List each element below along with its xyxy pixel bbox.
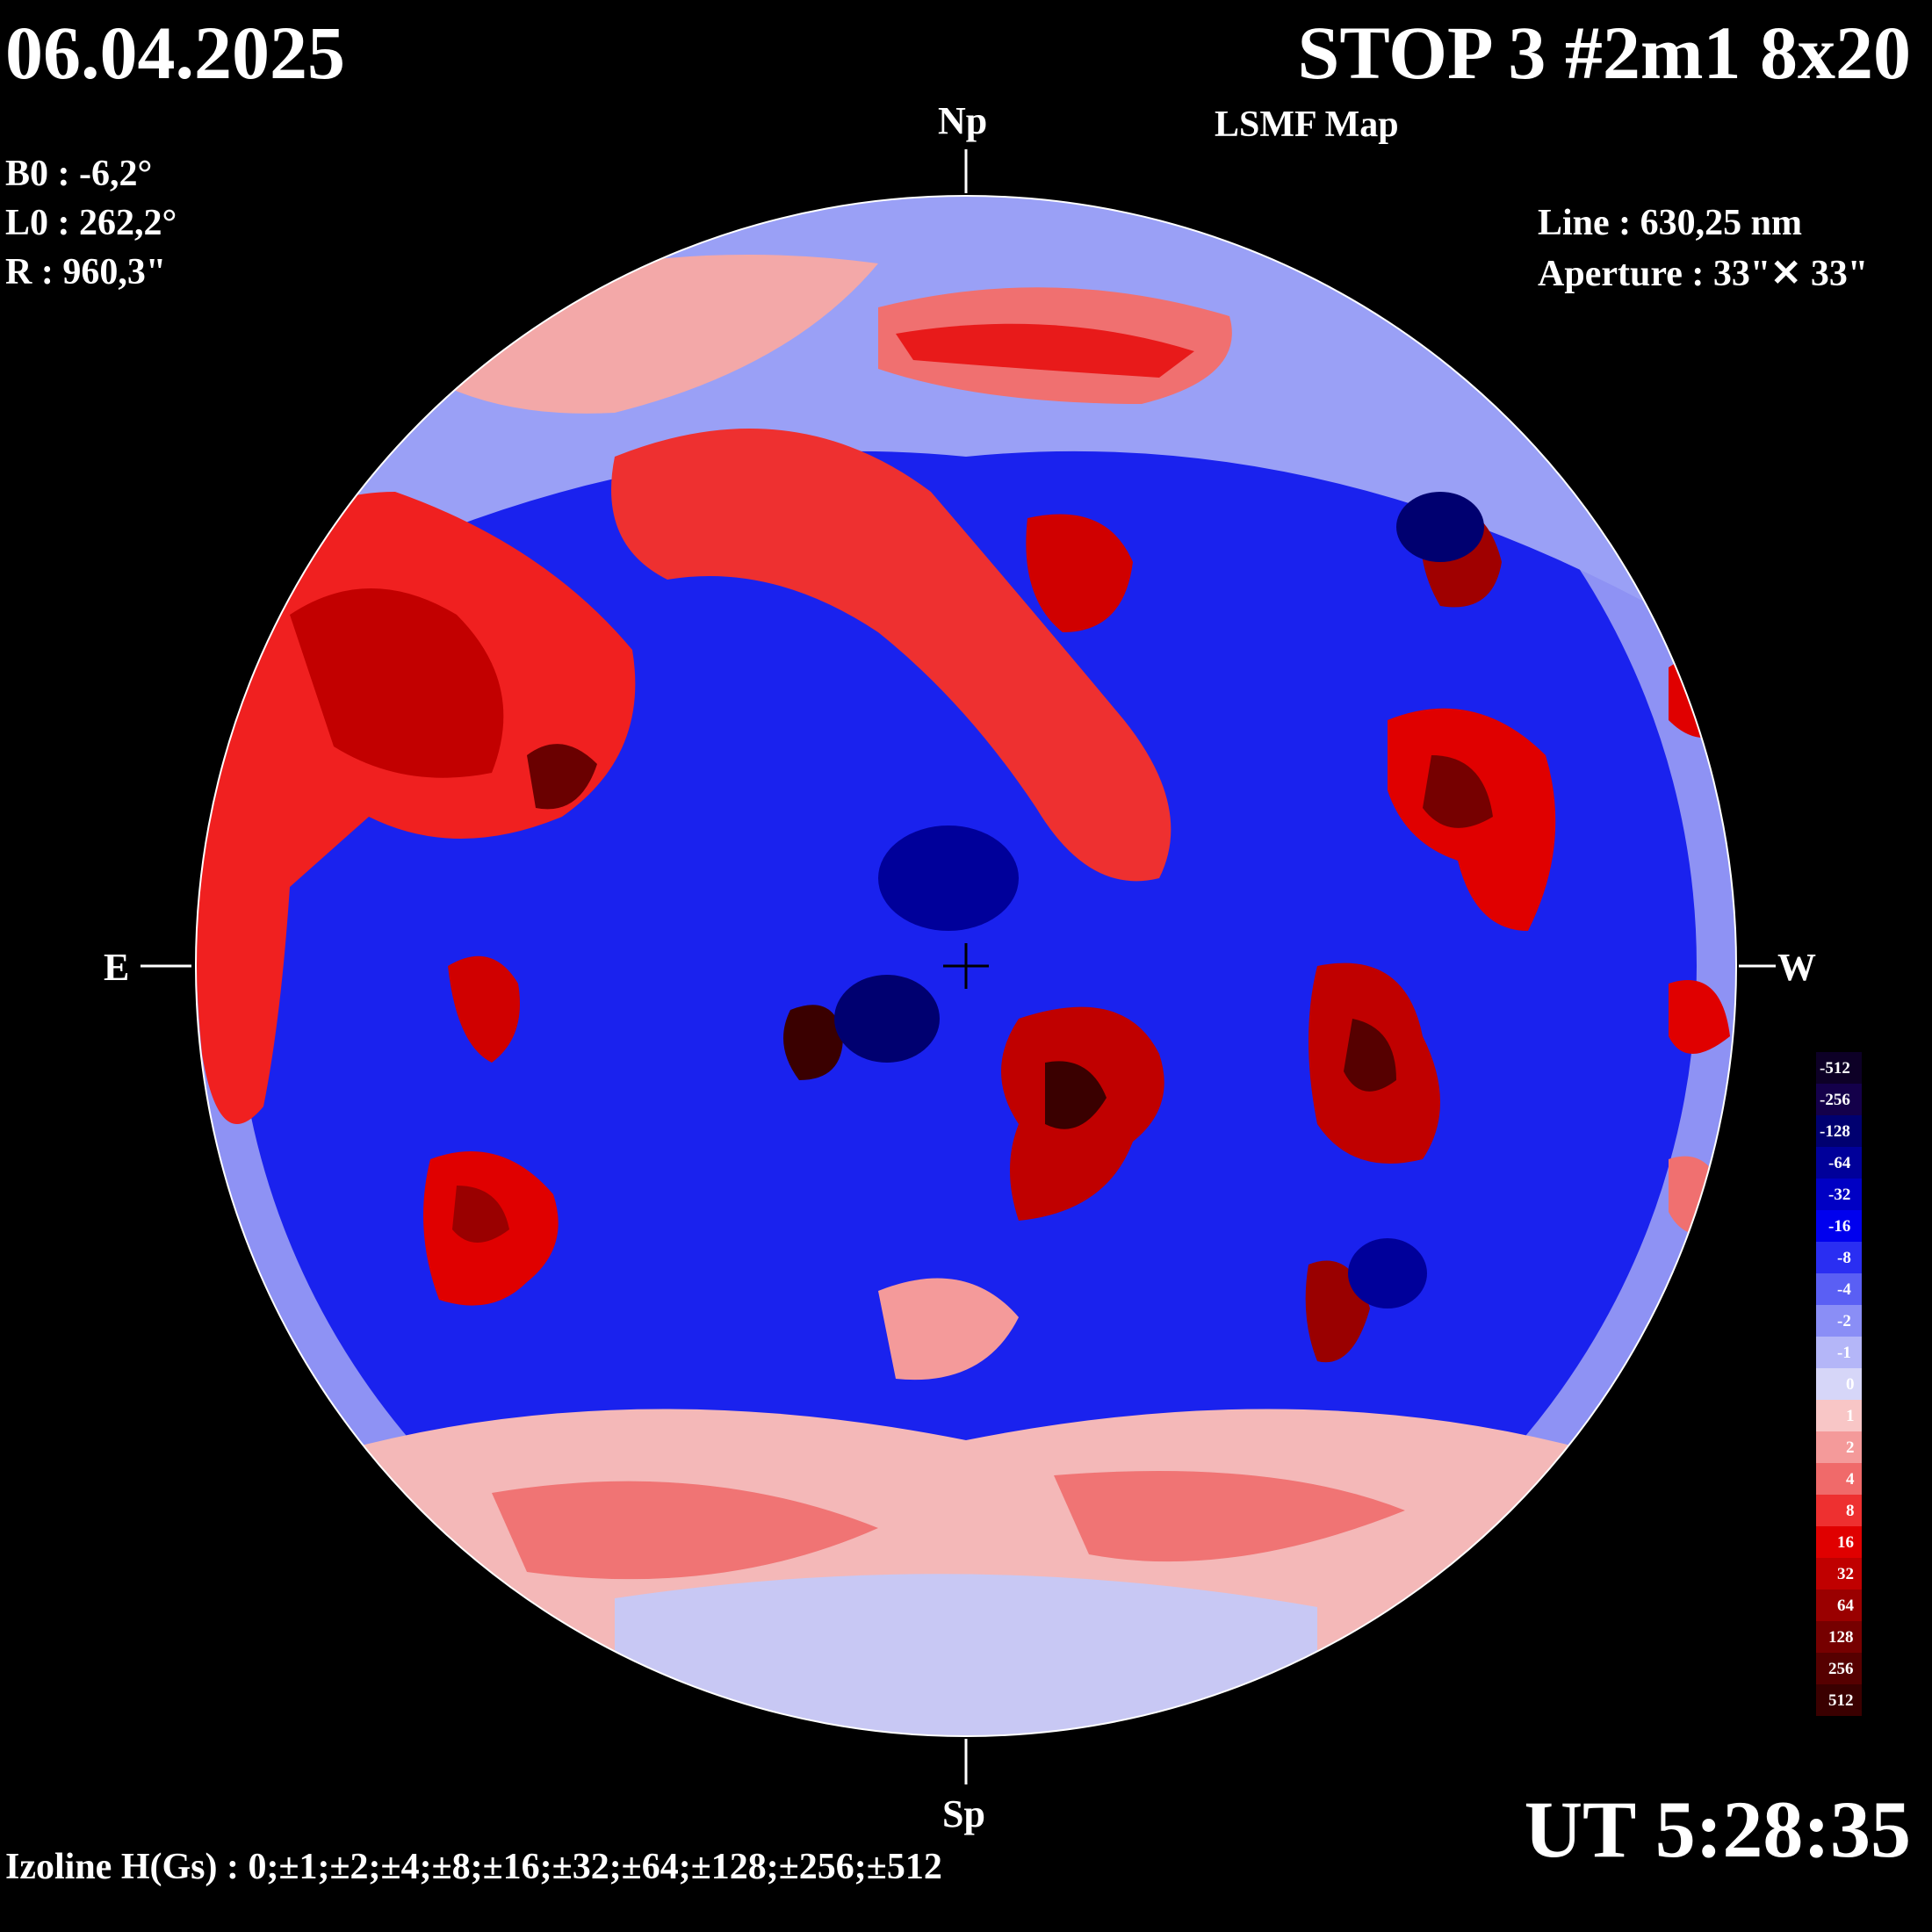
scale-swatch xyxy=(1816,1684,1862,1716)
param-b0: B0 : -6,2° xyxy=(5,154,153,194)
scale-label: 2 xyxy=(1846,1438,1855,1457)
scale-swatch xyxy=(1816,1368,1862,1400)
scale-swatch xyxy=(1816,1590,1862,1621)
map-subtitle: LSMF Map xyxy=(1215,105,1399,145)
scale-swatch xyxy=(1816,1400,1862,1431)
scale-swatch xyxy=(1816,1115,1862,1147)
scale-label: -32 xyxy=(1828,1186,1851,1204)
scale-label: 32 xyxy=(1837,1565,1854,1583)
north-arc-positive xyxy=(611,429,1171,882)
center-crosshair xyxy=(943,943,989,989)
scale-label: -8 xyxy=(1837,1249,1851,1267)
param-l0: L0 : 262,2° xyxy=(5,203,177,243)
scale-label: 1 xyxy=(1846,1407,1855,1425)
scale-label: 128 xyxy=(1828,1628,1854,1647)
scale-swatch xyxy=(1816,1431,1862,1463)
scale-swatch xyxy=(1816,1463,1862,1495)
scale-swatch xyxy=(1816,1653,1862,1684)
scale-label: 256 xyxy=(1828,1660,1854,1678)
scale-label: 4 xyxy=(1846,1470,1855,1489)
solar-disk xyxy=(196,196,1736,1736)
scale-swatch xyxy=(1816,1495,1862,1526)
scale-swatch xyxy=(1816,1526,1862,1558)
scale-label: 0 xyxy=(1846,1375,1855,1394)
scale-label: 16 xyxy=(1837,1533,1854,1552)
scale-label: 512 xyxy=(1828,1691,1854,1710)
map-title: STOP 3 #2m1 8x20 xyxy=(1297,11,1911,95)
isoline-levels: Izoline H(Gs) : 0;±1;±2;±4;±8;±16;±32;±6… xyxy=(5,1847,942,1887)
scale-label: -16 xyxy=(1828,1217,1851,1236)
param-radius: R : 960,3" xyxy=(5,252,167,292)
scale-swatch xyxy=(1816,1305,1862,1337)
scale-swatch xyxy=(1816,1052,1862,1084)
scale-swatch xyxy=(1816,1558,1862,1590)
east-label: E xyxy=(104,946,130,989)
color-scale xyxy=(1816,1052,1862,1716)
scale-swatch xyxy=(1816,1210,1862,1242)
ut-time: UT 5:28:35 xyxy=(1524,1784,1911,1874)
west-label: W xyxy=(1777,946,1816,989)
scale-swatch xyxy=(1816,1621,1862,1653)
scale-swatch xyxy=(1816,1337,1862,1368)
scale-label: -128 xyxy=(1820,1122,1850,1141)
scale-label: -2 xyxy=(1837,1312,1851,1330)
scale-swatch xyxy=(1816,1242,1862,1273)
scale-swatch xyxy=(1816,1273,1862,1305)
scale-swatch xyxy=(1816,1147,1862,1179)
direction-ticks xyxy=(141,149,1776,1784)
scale-swatch xyxy=(1816,1084,1862,1115)
aperture: Aperture : 33"✕ 33" xyxy=(1538,254,1869,294)
scale-label: -1 xyxy=(1837,1344,1851,1362)
scale-label: 8 xyxy=(1846,1502,1855,1520)
scale-label: -256 xyxy=(1820,1091,1850,1109)
south-pole-label: Sp xyxy=(942,1792,985,1835)
scale-label: -4 xyxy=(1837,1280,1851,1299)
scale-label: -512 xyxy=(1820,1059,1850,1078)
scale-label: -64 xyxy=(1828,1154,1851,1172)
scale-label: 64 xyxy=(1837,1597,1854,1615)
observation-date: 06.04.2025 xyxy=(5,11,345,95)
scale-swatch xyxy=(1816,1179,1862,1210)
spectral-line: Line : 630,25 nm xyxy=(1538,203,1803,243)
north-pole-label: Np xyxy=(938,99,988,142)
